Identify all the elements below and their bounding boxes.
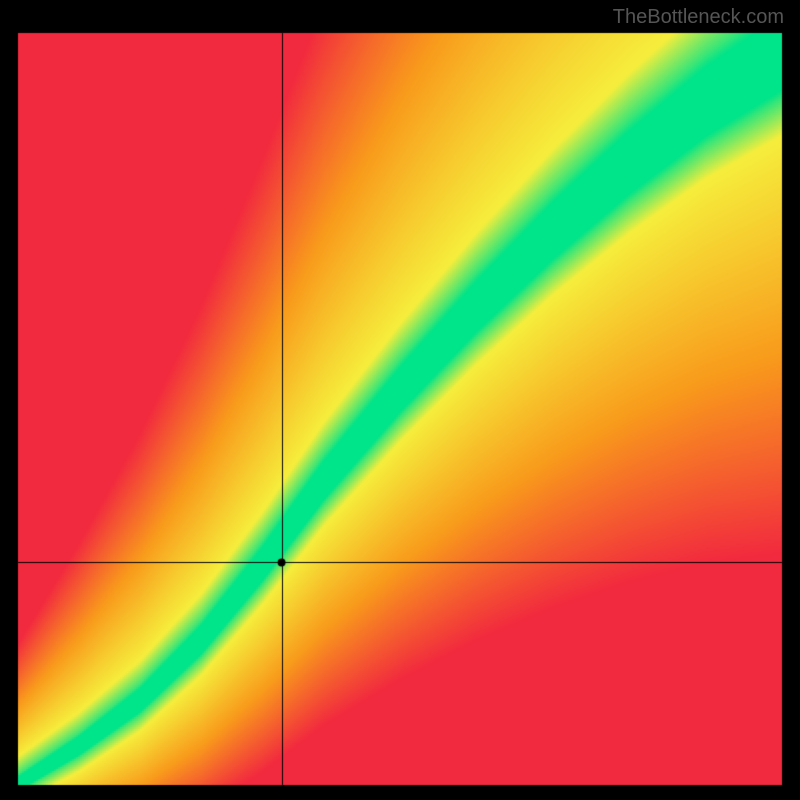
watermark-text: TheBottleneck.com [613,6,784,29]
crosshair-overlay [0,0,800,800]
chart-stage: { "canvas": { "width": 800, "height": 80… [0,0,800,800]
